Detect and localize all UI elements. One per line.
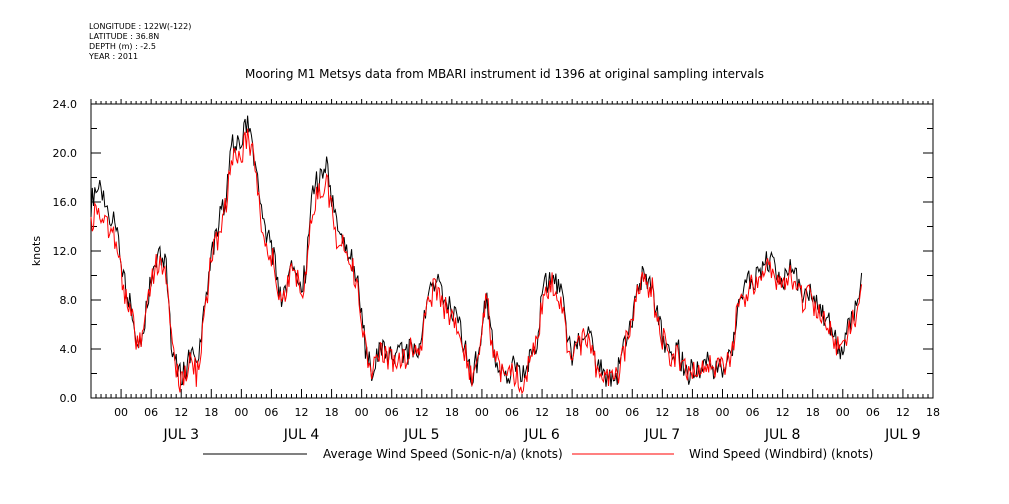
x-tick-label: 00 (114, 406, 128, 419)
x-tick-label: 12 (295, 406, 309, 419)
x-tick-label: 18 (685, 406, 699, 419)
day-label: JUL 5 (403, 427, 440, 443)
x-tick-label: 06 (144, 406, 158, 419)
x-tick-label: 12 (174, 406, 188, 419)
x-tick-label: 06 (264, 406, 278, 419)
x-tick-label: 06 (746, 406, 760, 419)
x-tick-label: 00 (475, 406, 489, 419)
day-label: JUL 9 (884, 427, 921, 443)
year-label: YEAR : 2011 (89, 52, 139, 61)
legend-label-average: Average Wind Speed (Sonic-n/a) (knots) (323, 447, 563, 461)
x-tick-label: 18 (926, 406, 940, 419)
x-tick-label: 12 (655, 406, 669, 419)
chart-title: Mooring M1 Metsys data from MBARI instru… (245, 67, 764, 81)
x-tick-label: 18 (565, 406, 579, 419)
axis-labels: 0.0 4.0 8.0 12.0 16.0 20.0 24.0 knots 00 06 12 18 00… (30, 98, 940, 443)
x-tick-label: 12 (896, 406, 910, 419)
day-label: JUL 6 (523, 427, 560, 443)
x-tick-label: 18 (325, 406, 339, 419)
day-label: JUL 7 (644, 427, 681, 443)
legend-label-windbird: Wind Speed (Windbird) (knots) (689, 447, 873, 461)
plot-frame (90, 103, 934, 399)
legend: Average Wind Speed (Sonic-n/a) (knots) Wi… (203, 447, 873, 461)
series-average-wind-speed (90, 115, 863, 388)
x-tick-label: 00 (836, 406, 850, 419)
x-tick-label: 18 (806, 406, 820, 419)
axes-frame (90, 99, 934, 399)
y-tick-label: 8.0 (60, 294, 78, 307)
y-axis-label: knots (30, 236, 43, 266)
x-tick-label: 18 (204, 406, 218, 419)
x-tick-label: 06 (385, 406, 399, 419)
x-tick-label: 00 (595, 406, 609, 419)
x-tick-label: 12 (776, 406, 790, 419)
x-tick-label: 12 (535, 406, 549, 419)
series-layer (90, 115, 863, 395)
metadata-block: LONGITUDE : 122W(-122) LATITUDE : 36.8N … (89, 22, 191, 62)
y-tick-label: 24.0 (53, 98, 78, 111)
x-tick-label: 00 (355, 406, 369, 419)
day-label: JUL 4 (283, 427, 320, 443)
longitude-label: LONGITUDE : 122W(-122) (89, 22, 192, 31)
series-windbird-wind-speed (90, 128, 863, 395)
x-tick-label: 06 (866, 406, 880, 419)
x-tick-label: 00 (234, 406, 248, 419)
x-tick-label: 12 (415, 406, 429, 419)
y-tick-label: 4.0 (60, 343, 78, 356)
day-label: JUL 8 (764, 427, 801, 443)
y-tick-label: 20.0 (53, 147, 78, 160)
x-tick-label: 06 (505, 406, 519, 419)
y-tick-label: 0.0 (60, 392, 78, 405)
y-tick-label: 16.0 (53, 196, 78, 209)
x-tick-label: 06 (625, 406, 639, 419)
depth-label: DEPTH (m) : -2.5 (89, 42, 156, 51)
latitude-label: LATITUDE : 36.8N (89, 32, 160, 41)
x-tick-label: 18 (445, 406, 459, 419)
day-label: JUL 3 (162, 427, 199, 443)
y-tick-label: 12.0 (53, 245, 78, 258)
x-tick-label: 00 (716, 406, 730, 419)
